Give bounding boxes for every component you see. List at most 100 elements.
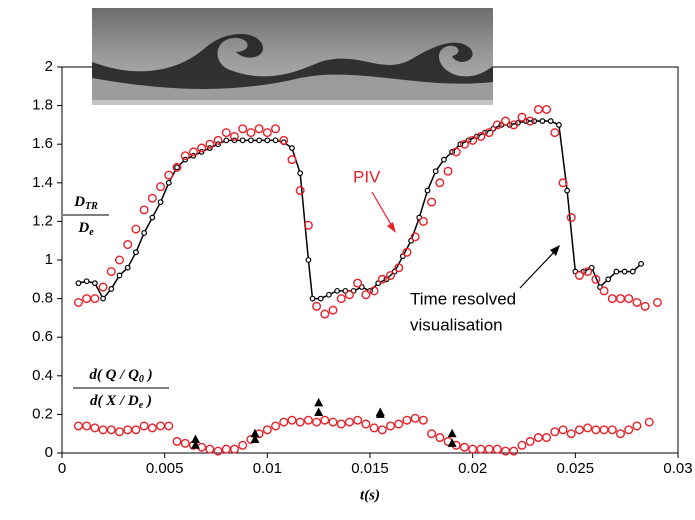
x-tick-label: 0.025 <box>557 460 595 477</box>
inset-image <box>92 8 493 105</box>
subscript: e <box>139 400 144 411</box>
point <box>484 128 494 138</box>
point <box>114 255 124 265</box>
point <box>164 170 174 180</box>
line-point <box>133 249 139 256</box>
denominator: d( X / De ) <box>90 393 152 411</box>
line-point <box>424 187 431 194</box>
triangle-point <box>314 407 324 416</box>
point <box>180 438 190 448</box>
point <box>238 124 248 134</box>
line-point <box>165 179 172 186</box>
line-point <box>108 286 115 292</box>
x-tick-label: 0.01 <box>253 460 282 477</box>
line-point <box>100 295 106 302</box>
line-point <box>141 230 148 236</box>
line-point <box>83 278 90 285</box>
point <box>82 421 92 431</box>
annotation-arrows <box>371 191 560 289</box>
point <box>583 267 593 277</box>
point <box>188 147 198 157</box>
point <box>271 124 281 134</box>
point <box>468 135 478 145</box>
point <box>279 417 289 427</box>
point <box>410 413 420 423</box>
line-point <box>638 260 644 267</box>
point <box>139 205 149 215</box>
line-point <box>621 268 628 275</box>
line-point <box>239 137 246 144</box>
point <box>525 436 535 446</box>
point <box>114 427 124 437</box>
point <box>418 216 428 226</box>
point <box>591 274 601 284</box>
line-point <box>91 280 98 287</box>
point <box>123 425 133 435</box>
point <box>418 415 428 425</box>
point <box>607 425 617 435</box>
point <box>476 131 486 141</box>
point <box>328 305 338 315</box>
point <box>402 415 412 425</box>
triangle-point <box>314 397 324 407</box>
point <box>550 427 560 437</box>
line-point <box>289 145 295 151</box>
y-tick-label: 0 <box>45 444 53 461</box>
point <box>328 417 338 427</box>
point <box>542 433 552 443</box>
label-part: d( Q / Q <box>89 367 139 383</box>
point <box>106 425 116 435</box>
line-point <box>75 280 82 287</box>
y-tick-label: 1 <box>45 251 53 268</box>
point <box>394 419 404 429</box>
point <box>172 162 182 172</box>
subscript: e <box>89 227 94 238</box>
triangle-point <box>375 409 385 418</box>
point <box>459 442 469 452</box>
point <box>468 444 478 454</box>
x-tick-label: 0.03 <box>663 460 692 477</box>
point <box>501 116 511 126</box>
annotation: PIV <box>353 167 381 186</box>
point <box>517 112 527 122</box>
y-tick-label: 1.2 <box>32 212 53 229</box>
line-point <box>539 118 546 124</box>
point <box>246 128 256 138</box>
numerator: DTR <box>73 194 98 212</box>
point <box>369 423 379 433</box>
point <box>542 104 552 114</box>
point <box>484 444 494 454</box>
line-point <box>223 137 230 144</box>
point <box>427 429 437 439</box>
line-point <box>157 199 164 206</box>
y-tick-label: 0.6 <box>32 328 53 345</box>
point <box>147 423 157 433</box>
point <box>435 178 445 188</box>
point <box>303 220 313 230</box>
point <box>197 143 207 153</box>
point <box>90 423 100 433</box>
point <box>262 128 272 138</box>
numerator: d( Q / Q0 ) <box>89 367 152 385</box>
x-tick-label: 0.005 <box>146 460 184 477</box>
line-point <box>441 156 447 163</box>
y-tick-label: 2 <box>45 58 53 75</box>
point <box>271 421 281 431</box>
point <box>221 444 231 454</box>
point <box>82 294 92 304</box>
triangle-point <box>190 434 200 443</box>
point <box>336 419 346 429</box>
point <box>624 294 634 304</box>
line-point <box>248 137 254 144</box>
triangle-point <box>447 428 457 438</box>
line-point <box>124 264 131 271</box>
point <box>123 240 133 250</box>
point <box>172 436 182 446</box>
point <box>599 286 609 296</box>
point <box>213 135 223 145</box>
line-point <box>116 272 123 279</box>
line-point <box>264 137 271 144</box>
point <box>156 421 166 431</box>
point <box>336 294 346 304</box>
